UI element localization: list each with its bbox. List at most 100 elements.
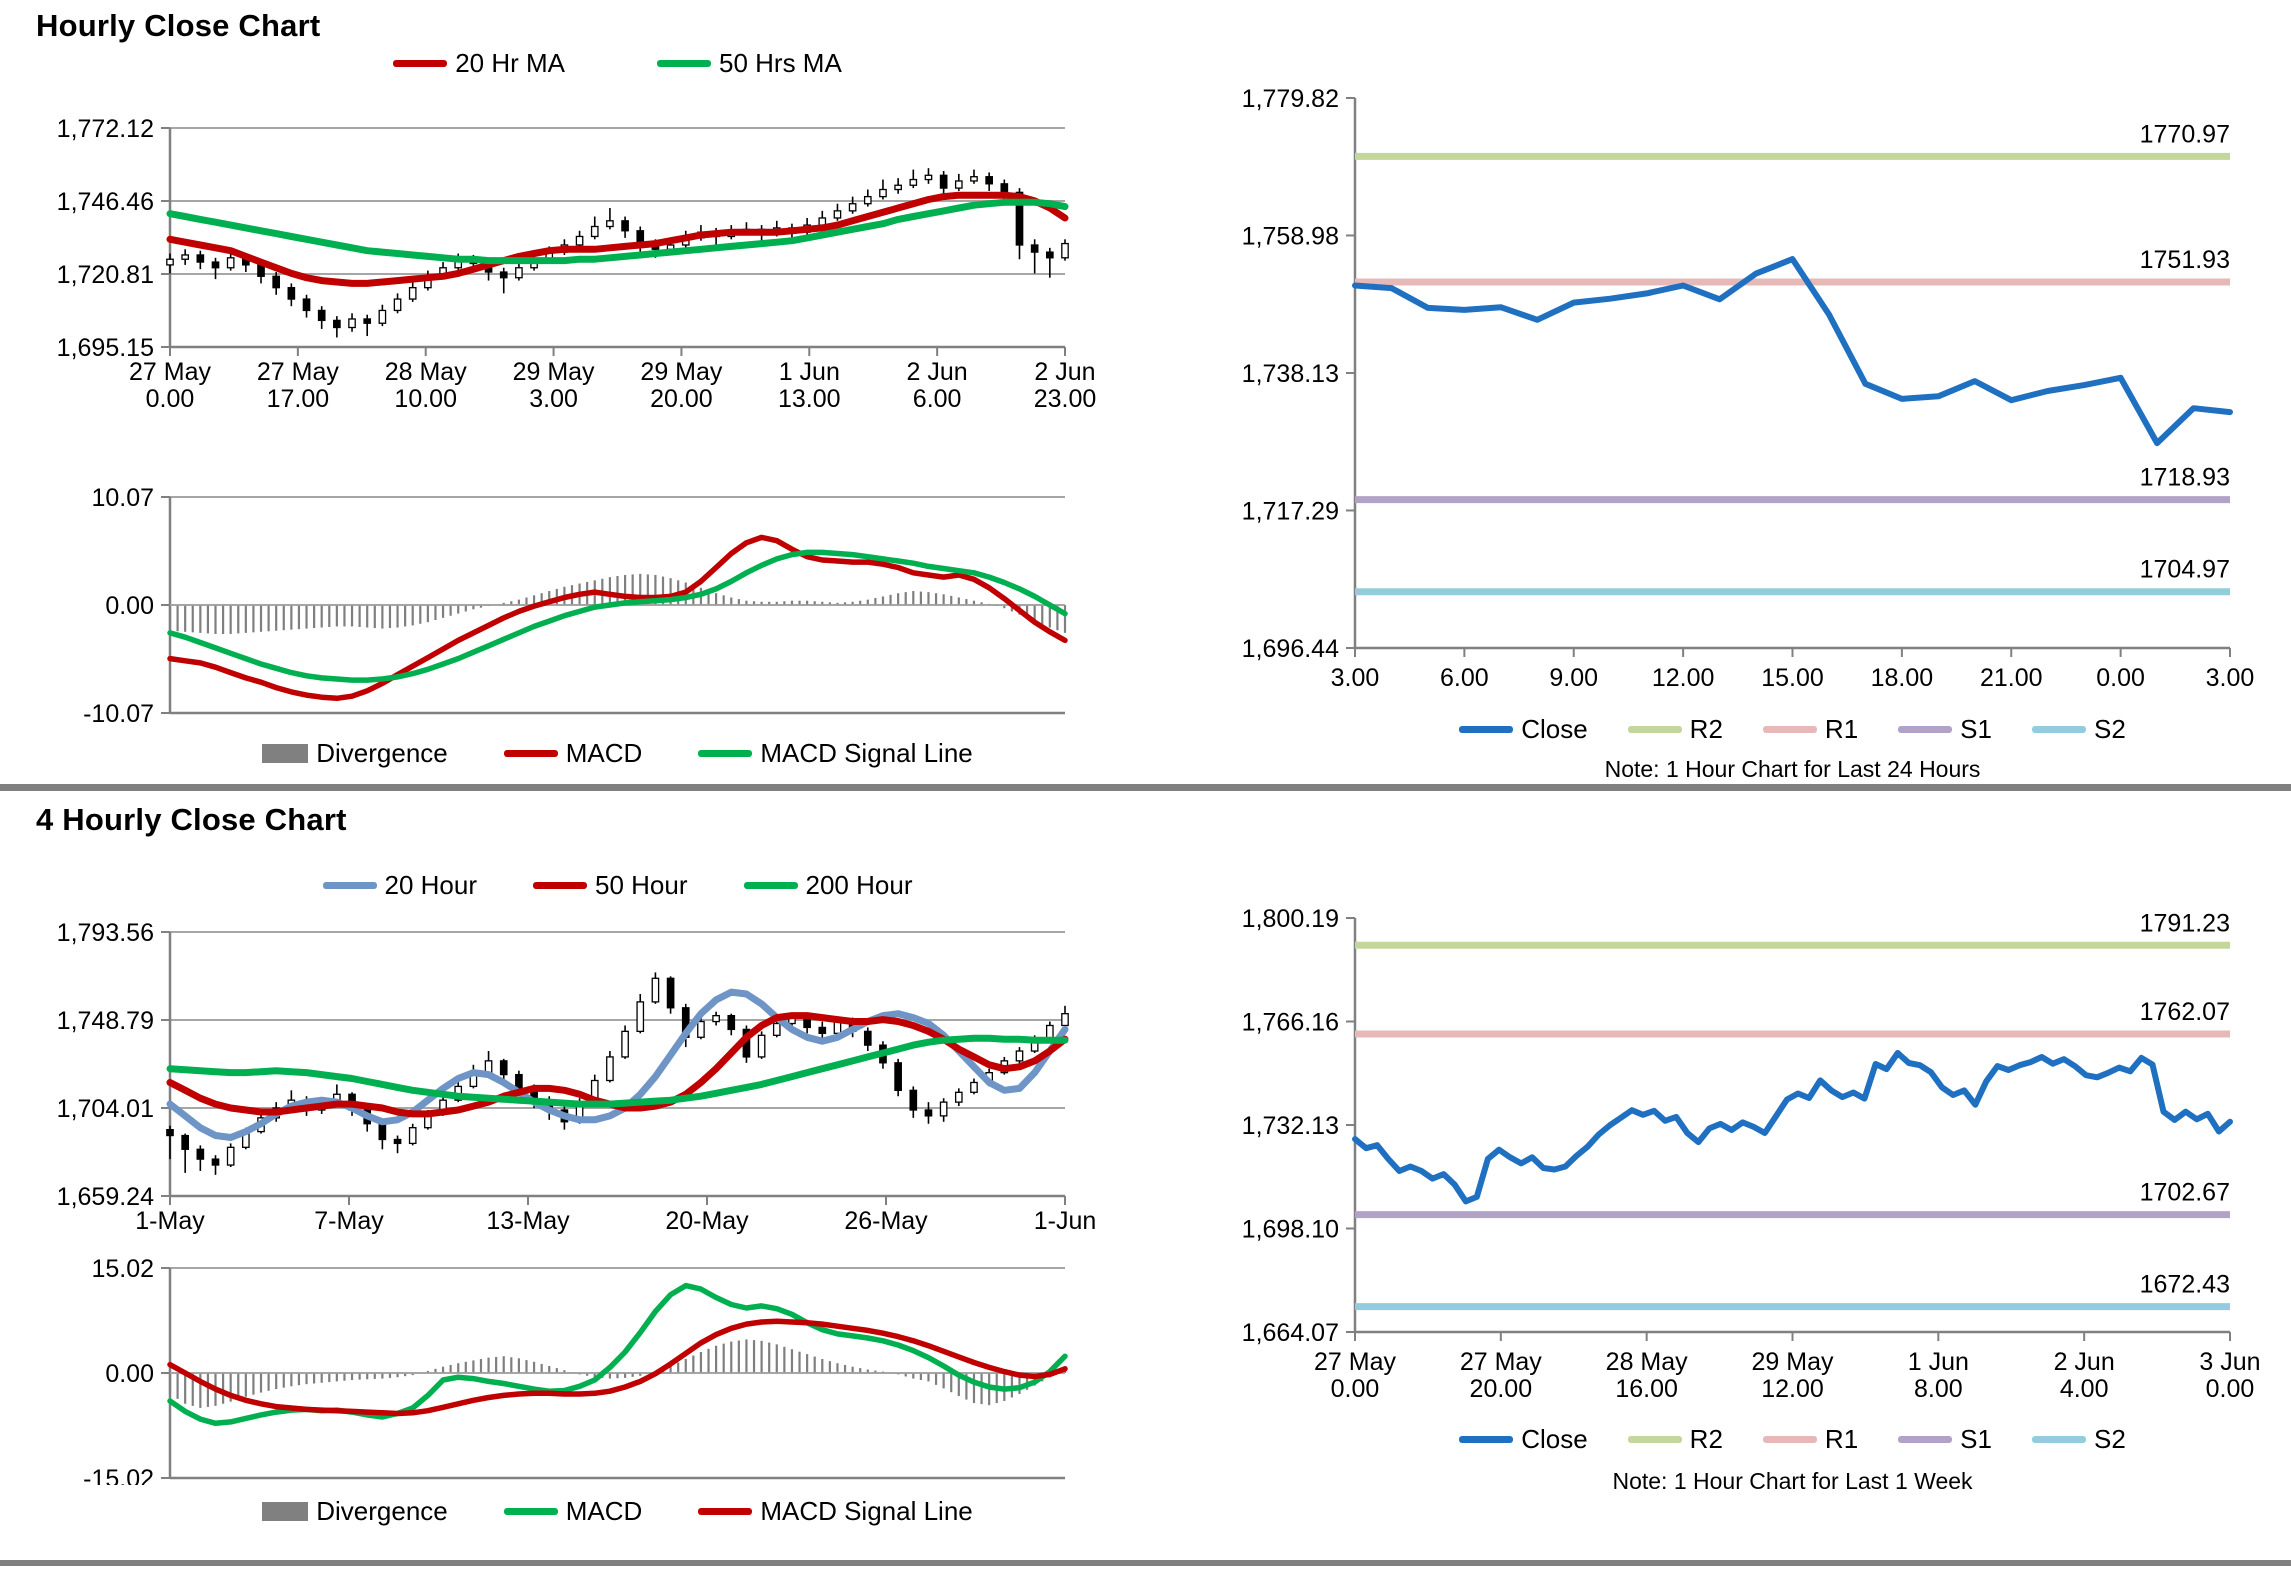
svg-text:20-May: 20-May bbox=[665, 1207, 749, 1235]
section-title-hourly-close-chart: Hourly Close Chart bbox=[36, 8, 321, 43]
x-tick-labels: 3.00 6.00 9.00 12.00 15.00 18.00 21.00 0.00 3.00 bbox=[1331, 648, 2254, 692]
legend-label: MACD bbox=[565, 1496, 643, 1526]
svg-text:1,758.98: 1,758.98 bbox=[1242, 222, 1339, 250]
sr-label-R1: 1762.07 bbox=[2140, 998, 2230, 1026]
series-close bbox=[1352, 256, 2233, 447]
legend-1-week-close-sr: Close R2 R1 S1 S2 bbox=[1355, 1424, 2230, 1455]
sr-line-R1: 1751.93 bbox=[1355, 246, 2230, 286]
last-24-hours-close-chart: 1,779.82 1,758.98 1,738.13 1,717.29 1,696.44… bbox=[1242, 85, 2255, 692]
legend-line-swatch bbox=[1898, 1436, 1953, 1443]
legend-item-r2: R2 bbox=[1627, 1424, 1723, 1455]
last-1-week-close-chart: 1,800.19 1,766.16 1,732.13 1,698.10 1,664.07… bbox=[1242, 905, 2261, 1403]
bottom-divider bbox=[0, 1560, 2291, 1566]
legend-line-swatch bbox=[698, 1508, 753, 1515]
legend-item-macd: MACD bbox=[503, 738, 643, 769]
legend-label: 20 Hour bbox=[384, 870, 478, 900]
x-tick-labels: 27 May 0.00 27 May 17.00 28 May 10.00 29 May 3.… bbox=[129, 347, 1096, 413]
legend-label: R1 bbox=[1824, 714, 1859, 744]
svg-text:1,720.81: 1,720.81 bbox=[58, 261, 154, 289]
axes bbox=[1346, 97, 2230, 650]
svg-text:1,793.56: 1,793.56 bbox=[58, 919, 154, 947]
legend-line-swatch bbox=[1459, 1436, 1514, 1443]
svg-text:12.00: 12.00 bbox=[1652, 664, 1715, 692]
section-title-4-hourly-close-chart: 4 Hourly Close Chart bbox=[36, 802, 347, 837]
legend-label: 50 Hour bbox=[595, 870, 688, 900]
series-50-hrs-ma bbox=[166, 198, 1069, 265]
y-tick-labels: 15.02 0.00 -15.02 bbox=[83, 1255, 154, 1485]
legend-label: S2 bbox=[2093, 1424, 2126, 1454]
series-close bbox=[1352, 1050, 2233, 1205]
legend-item-divergence: Divergence bbox=[262, 738, 448, 769]
legend-line-swatch bbox=[657, 60, 711, 67]
sr-label-R2: 1791.23 bbox=[2140, 909, 2230, 937]
legend-line-swatch bbox=[698, 750, 753, 757]
legend-label: MACD bbox=[565, 738, 643, 768]
4-hourly-close-candlestick-chart: 1,793.56 1,748.79 1,704.01 1,659.241-May 7-M… bbox=[58, 919, 1096, 1235]
legend-label: S2 bbox=[2093, 714, 2126, 744]
svg-text:1,800.19: 1,800.19 bbox=[1242, 905, 1339, 933]
legend-item-macd-signal-line: MACD Signal Line bbox=[698, 1496, 973, 1527]
legend-hourly-ma: 20 Hr MA 50 Hrs MA bbox=[170, 48, 1065, 79]
x-tick-labels: 27 May 0.00 27 May 20.00 28 May 16.00 29 May 12… bbox=[1314, 1332, 2261, 1403]
legend-line-swatch bbox=[2031, 1436, 2086, 1443]
legend-line-swatch bbox=[533, 882, 588, 889]
svg-text:1,779.82: 1,779.82 bbox=[1242, 85, 1339, 113]
svg-text:1,766.16: 1,766.16 bbox=[1242, 1009, 1339, 1037]
legend-item-macd: MACD bbox=[503, 1496, 643, 1527]
legend-line-swatch bbox=[1459, 726, 1514, 733]
svg-text:1,659.24: 1,659.24 bbox=[58, 1183, 154, 1211]
svg-text:21.00: 21.00 bbox=[1980, 664, 2043, 692]
hourly-macd-chart: 10.07 0.00 -10.07 bbox=[83, 484, 1068, 725]
svg-text:-15.02: -15.02 bbox=[83, 1465, 154, 1485]
legend-label: S1 bbox=[1960, 1424, 1992, 1454]
series-macd-signal-line bbox=[167, 1318, 1068, 1417]
legend-line-swatch bbox=[503, 750, 558, 757]
legend-line-swatch bbox=[393, 60, 448, 67]
svg-text:7-May: 7-May bbox=[314, 1207, 384, 1235]
sr-label-S2: 1672.43 bbox=[2140, 1271, 2230, 1299]
svg-text:1,772.12: 1,772.12 bbox=[58, 115, 154, 143]
legend-item-s2: S2 bbox=[2031, 1424, 2126, 1455]
sr-label-S1: 1718.93 bbox=[2140, 464, 2230, 492]
legend-label: 50 Hrs MA bbox=[719, 48, 842, 78]
svg-text:1,738.13: 1,738.13 bbox=[1242, 360, 1339, 388]
legend-item-r2: R2 bbox=[1627, 714, 1723, 745]
legend-item-close: Close bbox=[1459, 714, 1588, 745]
svg-text:0.00: 0.00 bbox=[105, 592, 154, 620]
candles bbox=[166, 168, 1069, 338]
legend-item-macd-signal-line: MACD Signal Line bbox=[698, 738, 973, 769]
legend-line-swatch bbox=[322, 882, 377, 889]
y-tick-labels: 10.07 0.00 -10.07 bbox=[83, 484, 154, 725]
sr-line-R1: 1762.07 bbox=[1355, 998, 2230, 1038]
legend-label: 20 Hr MA bbox=[455, 48, 565, 78]
legend-box-swatch bbox=[262, 744, 309, 763]
svg-text:-10.07: -10.07 bbox=[83, 700, 154, 725]
legend-item-r1: R1 bbox=[1762, 1424, 1858, 1455]
legend-label: S1 bbox=[1960, 714, 1992, 744]
legend-line-swatch bbox=[1627, 726, 1682, 733]
legend-line-swatch bbox=[1762, 726, 1817, 733]
sr-line-S1: 1702.67 bbox=[1355, 1179, 2230, 1219]
svg-text:1,704.01: 1,704.01 bbox=[58, 1095, 154, 1123]
svg-text:0.00: 0.00 bbox=[2096, 664, 2145, 692]
legend-label: MACD Signal Line bbox=[760, 1496, 973, 1526]
legend-24h-close-sr: Close R2 R1 S1 S2 bbox=[1355, 714, 2230, 745]
legend-item-50-hrs-ma: 50 Hrs MA bbox=[657, 48, 842, 79]
series-macd bbox=[167, 1282, 1068, 1427]
series-20-hour bbox=[166, 988, 1069, 1141]
svg-text:1,717.29: 1,717.29 bbox=[1242, 497, 1339, 525]
legend-line-swatch bbox=[1627, 1436, 1682, 1443]
legend-item-divergence: Divergence bbox=[262, 1496, 448, 1527]
sr-label-S2: 1704.97 bbox=[2140, 556, 2230, 584]
svg-text:1,748.79: 1,748.79 bbox=[58, 1007, 154, 1035]
series-20-hr-ma bbox=[166, 191, 1069, 287]
svg-text:18.00: 18.00 bbox=[1871, 664, 1934, 692]
